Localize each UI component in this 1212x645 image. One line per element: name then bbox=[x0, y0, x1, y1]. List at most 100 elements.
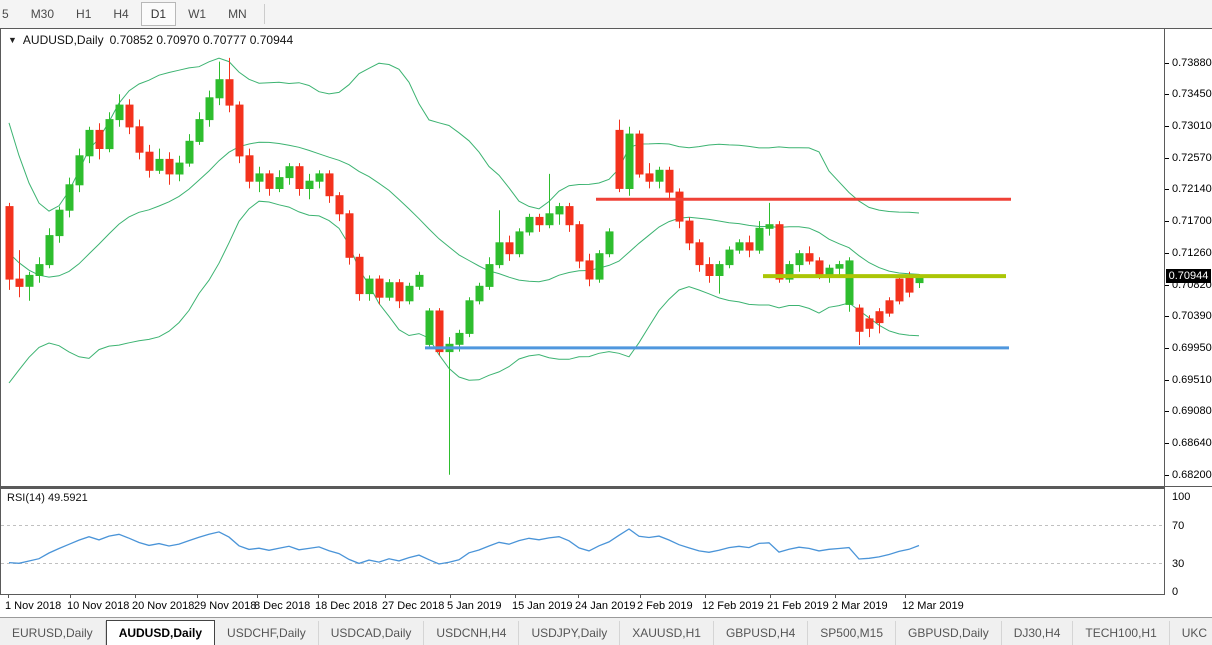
price-axis-tick bbox=[1165, 316, 1169, 317]
date-axis-label: 18 Dec 2018 bbox=[315, 600, 378, 612]
date-axis-label: 27 Dec 2018 bbox=[382, 600, 445, 612]
date-axis-tick bbox=[70, 595, 71, 598]
date-axis-label: 24 Jan 2019 bbox=[575, 600, 636, 612]
price-axis-label: 0.70820 bbox=[1172, 279, 1212, 291]
chart-tab-gbpusd-h4[interactable]: GBPUSD,H4 bbox=[714, 621, 809, 645]
date-axis[interactable]: 1 Nov 2018 10 Nov 2018 20 Nov 2018 29 Nov 2… bbox=[0, 595, 1165, 617]
chart-tab-dj30-h4[interactable]: DJ30,H4 bbox=[1002, 621, 1074, 645]
price-axis-tick bbox=[1165, 158, 1169, 159]
date-axis-tick bbox=[197, 595, 198, 598]
current-price-tag: 0.70944 bbox=[1166, 269, 1211, 283]
chart-tab-gbpusd-daily[interactable]: GBPUSD,Daily bbox=[896, 621, 1002, 645]
date-axis-tick bbox=[905, 595, 906, 598]
rsi-scale-label: 70 bbox=[1172, 520, 1185, 532]
date-axis-label: 5 Jan 2019 bbox=[447, 600, 502, 612]
period-button-h1[interactable]: H1 bbox=[76, 7, 92, 21]
chart-tab-usdcad-daily[interactable]: USDCAD,Daily bbox=[319, 621, 425, 645]
chart-tab-tech100-h1[interactable]: TECH100,H1 bbox=[1073, 621, 1170, 645]
price-axis-tick bbox=[1165, 285, 1169, 286]
date-axis-tick bbox=[770, 595, 771, 598]
chart-tab-audusd-daily[interactable]: AUDUSD,Daily bbox=[105, 620, 216, 645]
rsi-scale-label: 30 bbox=[1172, 558, 1185, 570]
period-button-w1[interactable]: W1 bbox=[188, 7, 207, 21]
price-axis-tick bbox=[1165, 126, 1169, 127]
date-axis-label: 2 Feb 2019 bbox=[637, 600, 693, 612]
period-button-d1[interactable]: D1 bbox=[140, 2, 177, 26]
date-axis-label: 10 Nov 2018 bbox=[67, 600, 130, 612]
date-axis-label: 29 Nov 2018 bbox=[194, 600, 257, 612]
chart-tab-xauusd-h1[interactable]: XAUUSD,H1 bbox=[620, 621, 714, 645]
price-axis-label: 0.69510 bbox=[1172, 374, 1212, 386]
date-axis-label: 8 Dec 2018 bbox=[254, 600, 311, 612]
price-axis-tick bbox=[1165, 63, 1169, 64]
period-button-h4[interactable]: H4 bbox=[113, 7, 129, 21]
bollinger-lower-line bbox=[8, 200, 920, 384]
rsi-axis[interactable]: 100 70 30 0 bbox=[1165, 487, 1212, 598]
chart-symbol-label: AUDUSD,Daily bbox=[22, 33, 104, 47]
chart-title-bar: ▼ AUDUSD,Daily 0.70852 0.70970 0.70777 0… bbox=[8, 33, 293, 47]
rsi-scale-label: 100 bbox=[1172, 491, 1191, 503]
toolbar-separator bbox=[263, 4, 265, 24]
rsi-indicator-pane[interactable]: RSI(14) 49.5921 bbox=[0, 487, 1165, 595]
date-axis-label: 12 Feb 2019 bbox=[702, 600, 764, 612]
main-chart-pane[interactable]: ▼ AUDUSD,Daily 0.70852 0.70970 0.70777 0… bbox=[0, 28, 1165, 487]
date-axis-label: 1 Nov 2018 bbox=[5, 600, 62, 612]
date-axis-tick bbox=[385, 595, 386, 598]
candlestick-series bbox=[5, 57, 924, 475]
price-axis-label: 0.73450 bbox=[1172, 88, 1212, 100]
timeframe-toolbar: 5 M30 H1 H4 D1 W1 MN bbox=[0, 0, 1212, 29]
chart-tab-eurusd-daily[interactable]: EURUSD,Daily bbox=[0, 621, 106, 645]
chart-tab-usdchf-daily[interactable]: USDCHF,Daily bbox=[215, 621, 319, 645]
price-axis-label: 0.68200 bbox=[1172, 469, 1212, 481]
bollinger-upper-line bbox=[8, 57, 920, 214]
chart-tab-bar: EURUSD,Daily AUDUSD,Daily USDCHF,Daily USDC… bbox=[0, 617, 1212, 645]
price-axis[interactable]: 0.70944 0.73880 0.73450 0.73010 0.72570 0.72… bbox=[1165, 28, 1212, 487]
date-axis-tick bbox=[8, 595, 9, 598]
candlestick-chart[interactable] bbox=[1, 29, 1164, 486]
date-axis-tick bbox=[515, 595, 516, 598]
date-axis-tick bbox=[135, 595, 136, 598]
price-axis-label: 0.69080 bbox=[1172, 405, 1212, 417]
rsi-chart[interactable] bbox=[1, 489, 1162, 593]
chart-tab-usdcnh-h4[interactable]: USDCNH,H4 bbox=[424, 621, 520, 645]
date-axis-tick bbox=[578, 595, 579, 598]
date-axis-tick bbox=[318, 595, 319, 598]
price-axis-tick bbox=[1165, 94, 1169, 95]
price-axis-label: 0.70390 bbox=[1172, 310, 1212, 322]
period-button-m30[interactable]: M30 bbox=[30, 7, 55, 21]
price-axis-label: 0.68640 bbox=[1172, 437, 1212, 449]
price-axis-label: 0.73880 bbox=[1172, 57, 1212, 69]
price-axis-tick bbox=[1165, 189, 1169, 190]
price-axis-label: 0.71260 bbox=[1172, 247, 1212, 259]
price-axis-label: 0.73010 bbox=[1172, 120, 1212, 132]
price-axis-label: 0.72570 bbox=[1172, 152, 1212, 164]
chart-dropdown-icon[interactable]: ▼ bbox=[8, 35, 17, 45]
price-axis-tick bbox=[1165, 380, 1169, 381]
price-axis-tick bbox=[1165, 475, 1169, 476]
chart-tab-sp500-m15[interactable]: SP500,M15 bbox=[808, 621, 897, 645]
price-axis-tick bbox=[1165, 443, 1169, 444]
rsi-scale-label: 0 bbox=[1172, 586, 1179, 598]
price-axis-label: 0.69950 bbox=[1172, 342, 1212, 354]
date-axis-label: 20 Nov 2018 bbox=[132, 600, 195, 612]
date-axis-label: 21 Feb 2019 bbox=[767, 600, 829, 612]
price-axis-tick bbox=[1165, 411, 1169, 412]
period-button-mn[interactable]: MN bbox=[228, 7, 247, 21]
date-axis-tick bbox=[450, 595, 451, 598]
chart-tab-usdjpy-daily[interactable]: USDJPY,Daily bbox=[519, 621, 621, 645]
date-axis-tick bbox=[835, 595, 836, 598]
price-axis-tick bbox=[1165, 253, 1169, 254]
date-axis-tick bbox=[705, 595, 706, 598]
rsi-value: 49.5921 bbox=[47, 492, 88, 504]
date-axis-label: 12 Mar 2019 bbox=[902, 600, 964, 612]
price-axis-label: 0.71700 bbox=[1172, 215, 1212, 227]
chart-ohlc-values: 0.70852 0.70970 0.70777 0.70944 bbox=[109, 33, 294, 47]
date-axis-label: 2 Mar 2019 bbox=[832, 600, 888, 612]
price-axis-tick bbox=[1165, 221, 1169, 222]
chart-tab-ukc[interactable]: UKC bbox=[1170, 621, 1212, 645]
rsi-label: RSI(14) 49.5921 bbox=[7, 492, 88, 504]
date-axis-label: 15 Jan 2019 bbox=[512, 600, 573, 612]
rsi-line bbox=[8, 528, 920, 565]
period-button-5[interactable]: 5 bbox=[2, 7, 9, 21]
